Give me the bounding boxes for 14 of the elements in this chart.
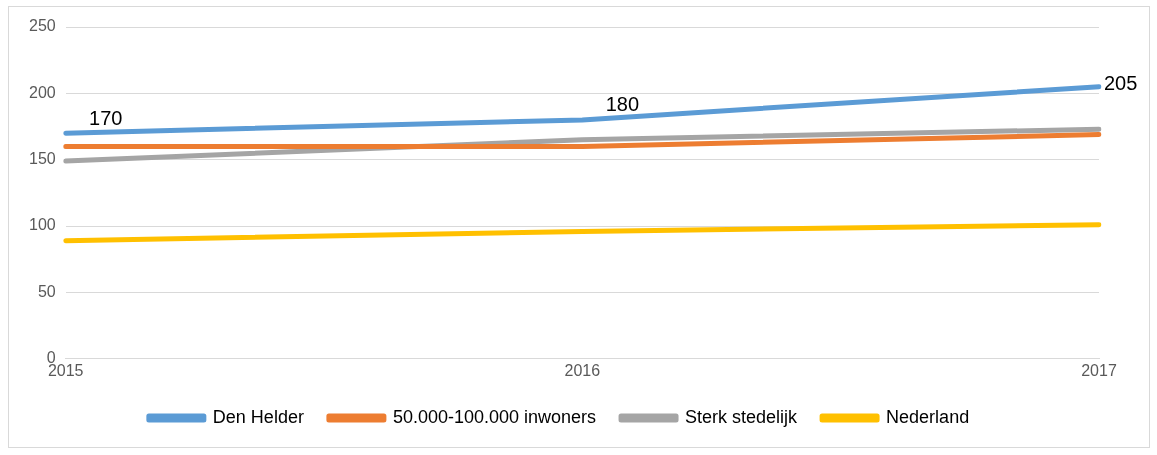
legend-label: Den Helder xyxy=(212,406,304,427)
data-label: 205 xyxy=(1104,72,1138,95)
x-tick-label: 2016 xyxy=(564,361,601,379)
y-tick-label: 100 xyxy=(28,216,56,234)
data-label: 180 xyxy=(605,93,640,116)
legend-label: 50.000-100.000 inwoners xyxy=(392,406,597,427)
y-tick-label: 50 xyxy=(37,282,56,300)
y-tick-label: 200 xyxy=(28,83,56,101)
legend-label: Nederland xyxy=(886,406,970,427)
y-tick-label: 150 xyxy=(28,150,56,168)
data-label: 170 xyxy=(89,106,123,129)
y-tick-label: 250 xyxy=(28,17,56,35)
x-tick-label: 2017 xyxy=(1081,361,1117,379)
legend-label: Sterk stedelijk xyxy=(685,406,799,427)
